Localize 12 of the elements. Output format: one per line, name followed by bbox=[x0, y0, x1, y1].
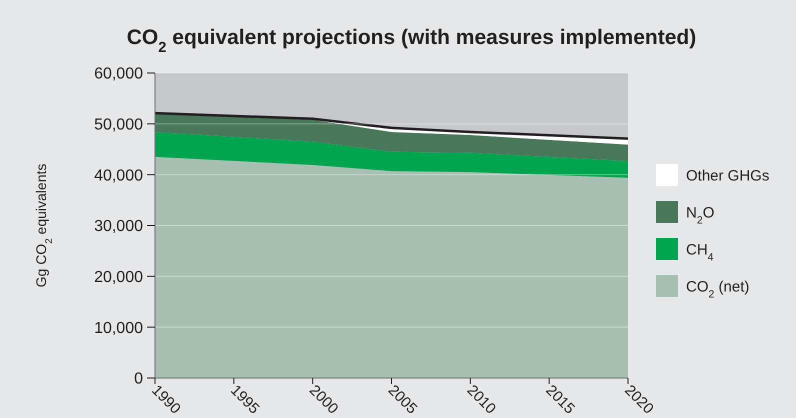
chart-title: CO$_{2}$ equivalent projections (with measures implemented) bbox=[126, 26, 696, 56]
legend-label: CH$_{4}$ bbox=[686, 241, 714, 264]
y-tick-label: 0 bbox=[134, 370, 144, 388]
legend-label: CO$_{2}$ (net) bbox=[686, 278, 750, 300]
y-tick-label: 40,000 bbox=[94, 167, 144, 184]
y-tick-label: 60,000 bbox=[94, 66, 144, 83]
legend-label: Other GHGs bbox=[686, 167, 770, 184]
y-tick-label: 10,000 bbox=[94, 320, 144, 337]
y-tick-label: 50,000 bbox=[94, 116, 144, 134]
legend-label: N$_{2}$O bbox=[686, 204, 714, 226]
y-tick-label: 20,000 bbox=[94, 268, 144, 286]
y-tick-label: 30,000 bbox=[94, 218, 144, 236]
